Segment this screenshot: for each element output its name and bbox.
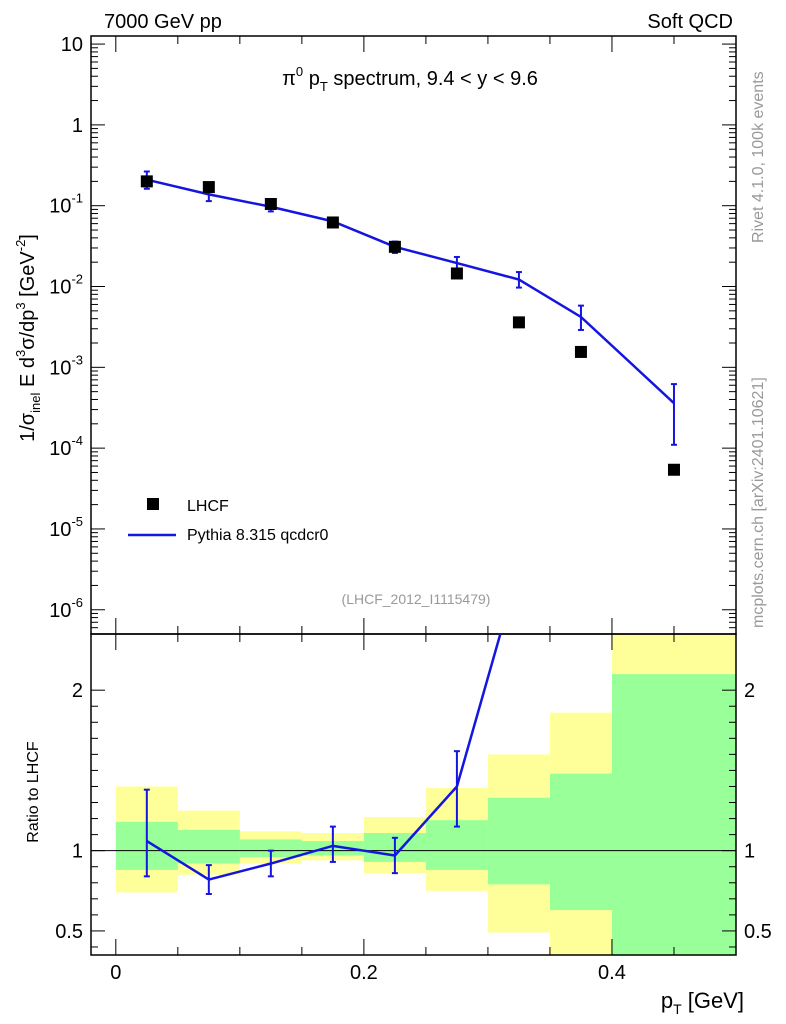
title-sub: T	[320, 79, 328, 94]
ratio-bands	[115, 634, 736, 955]
analysis-id: (LHCF_2012_I1115479)	[342, 591, 491, 607]
ratio-y-tick-label: 0.5	[55, 921, 83, 943]
legend-label-lhcf: LHCF	[187, 498, 229, 515]
header-left: 7000 GeV pp	[104, 11, 222, 33]
pythia-line	[146, 178, 675, 405]
title-pi: π	[282, 68, 296, 90]
x-tick-label: 0.4	[598, 962, 626, 984]
lhcf-point	[140, 175, 153, 188]
side-label-top: Rivet 4.1.0, 100k events	[750, 71, 767, 243]
ratio-y-tick-label-right: 1	[744, 841, 755, 863]
ratio-marks	[143, 633, 502, 896]
title-p: p	[303, 68, 320, 90]
y-tick-label: 10-5	[49, 514, 83, 541]
main-plot: 10-6 10-5 10-4 10-3 10-2 10-1 1 10	[49, 34, 737, 635]
y-tick-label: 10-2	[49, 272, 83, 299]
title-sup: 0	[296, 64, 303, 79]
ratio-y-tick-label-right: 0.5	[744, 921, 772, 943]
x-axis-label: pT [GeV]	[661, 988, 744, 1017]
lhcf-point	[202, 181, 215, 194]
ratio-band-green	[487, 797, 550, 885]
lhcf-point	[450, 267, 463, 280]
y-tick-label: 10-6	[49, 595, 83, 622]
ratio-band-green	[239, 839, 302, 858]
ratio-band-green	[177, 829, 240, 864]
lhcf-point	[264, 197, 277, 210]
header-right: Soft QCD	[647, 11, 733, 33]
y-tick-label: 10-4	[49, 433, 83, 460]
y-tick-label: 1	[72, 115, 83, 137]
x-tick-label: 0.2	[350, 962, 378, 984]
ratio-band-green	[549, 773, 612, 911]
ratio-y-tick-label: 2	[72, 680, 83, 702]
y-tick-label: 10-1	[49, 191, 83, 218]
x-tick-label: 0	[110, 962, 121, 984]
ratio-plot: 0 0.2 0.4 0.5 0.5 1 1 2 2	[55, 633, 772, 984]
ratio-frame-border	[90, 633, 737, 956]
main-marks	[140, 170, 680, 476]
side-label-bottom: mcplots.cern.ch [arXiv:2401.10621]	[750, 377, 767, 628]
ratio-y-tick-label: 1	[72, 841, 83, 863]
legend: LHCF Pythia 8.315 qcdcr0	[128, 498, 329, 544]
ratio-y-tick-label-right: 2	[744, 680, 755, 702]
lhcf-point	[512, 316, 525, 329]
chart-title: π0 pT spectrum, 9.4 < y < 9.6	[282, 64, 538, 94]
legend-marker-lhcf	[147, 498, 159, 510]
lhcf-point	[326, 216, 339, 229]
main-frame-border	[90, 35, 737, 635]
legend-label-pythia: Pythia 8.315 qcdcr0	[187, 527, 329, 544]
y-tick-label: 10	[61, 34, 83, 56]
lhcf-point	[574, 345, 587, 358]
ratio-band-green	[611, 674, 736, 955]
y-tick-label: 10-3	[49, 352, 83, 379]
y-axis-label-ratio: Ratio to LHCF	[25, 741, 42, 843]
ratio-band-green	[425, 820, 488, 870]
title-rest: spectrum, 9.4 < y < 9.6	[328, 68, 538, 90]
lhcf-point	[388, 240, 401, 253]
lhcf-point	[667, 463, 680, 476]
y-axis-label-main: 1/σinel E d3σ/dp3 [GeV-2]	[13, 234, 43, 442]
